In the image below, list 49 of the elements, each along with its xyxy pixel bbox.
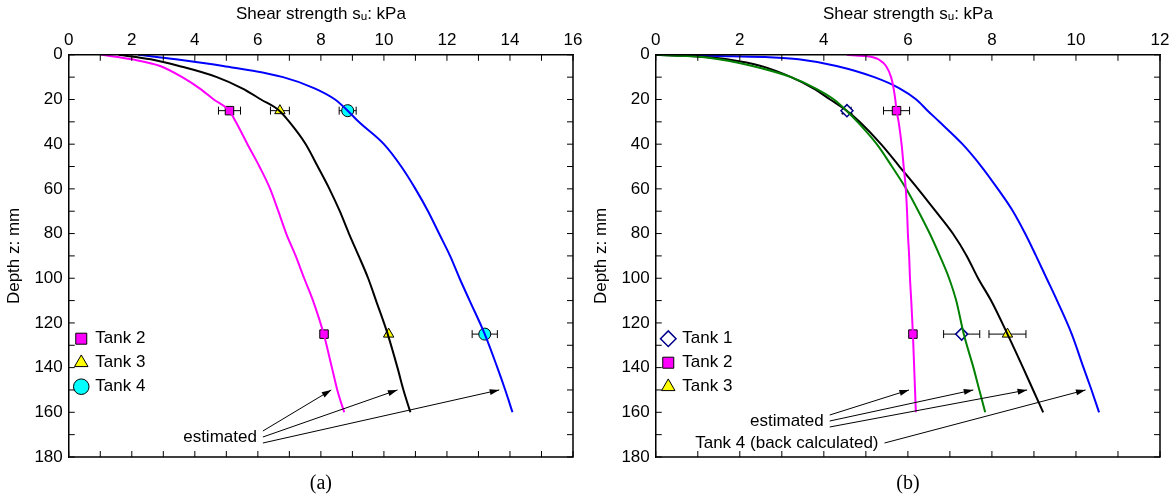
legend-label: Tank 1	[682, 328, 733, 348]
y-tick-label: 160	[34, 402, 63, 421]
legend-label: Tank 2	[95, 328, 146, 348]
x-axis-title: Shear strength sᵤ: kPa	[822, 3, 994, 23]
y-tick-label: 100	[621, 267, 650, 287]
y-tick-label: 20	[630, 89, 650, 109]
y-axis-title: Depth z: mm	[590, 207, 610, 305]
legend-label: Tank 3	[95, 352, 146, 372]
legend-label: Tank 3	[682, 376, 733, 396]
x-tick-label: 2	[127, 30, 137, 50]
x-axis-title: Shear strength sᵤ: kPa	[235, 3, 407, 23]
y-tick-label: 20	[43, 89, 63, 109]
y-tick-label: 120	[34, 312, 63, 332]
x-tick-label: 12	[1150, 30, 1170, 50]
y-tick-label: 40	[630, 133, 650, 153]
y-tick-label: 120	[621, 312, 650, 332]
y-tick-label: 0	[53, 44, 63, 64]
y-tick-label: 160	[621, 402, 650, 421]
y-tick-label: 60	[630, 178, 650, 198]
y-tick-label: 0	[640, 44, 650, 64]
x-tick-label: 4	[190, 30, 200, 50]
y-tick-label: 180	[621, 446, 650, 466]
annotation: estimated	[750, 410, 824, 430]
y-axis-title: Depth z: mm	[3, 207, 23, 305]
y-tick-label: 80	[43, 223, 63, 243]
annotation: estimated	[183, 426, 257, 446]
y-tick-label: 100	[34, 267, 63, 287]
y-tick-label: 140	[34, 357, 63, 377]
annotation: Tank 4 (back calculated)	[695, 432, 879, 452]
y-tick-label: 180	[34, 446, 63, 466]
y-tick-label: 40	[43, 133, 63, 153]
x-tick-label: 10	[374, 30, 394, 50]
x-tick-label: 6	[253, 30, 263, 50]
y-tick-label: 80	[630, 223, 650, 243]
x-tick-label: 8	[316, 30, 326, 50]
x-tick-label: 10	[1066, 30, 1086, 50]
x-tick-label: 8	[987, 30, 997, 50]
text: (a)	[309, 471, 332, 494]
x-tick-label: 16	[563, 30, 583, 50]
y-tick-label: 60	[43, 178, 63, 198]
x-tick-label: 14	[500, 30, 520, 50]
x-tick-label: 6	[903, 30, 913, 50]
legend-label: Tank 4	[95, 376, 146, 396]
x-tick-label: 12	[437, 30, 457, 50]
text: (b)	[896, 471, 920, 494]
legend-label: Tank 2	[682, 352, 733, 372]
x-tick-label: 4	[819, 30, 829, 50]
y-tick-label: 140	[621, 357, 650, 377]
x-tick-label: 2	[735, 30, 745, 50]
